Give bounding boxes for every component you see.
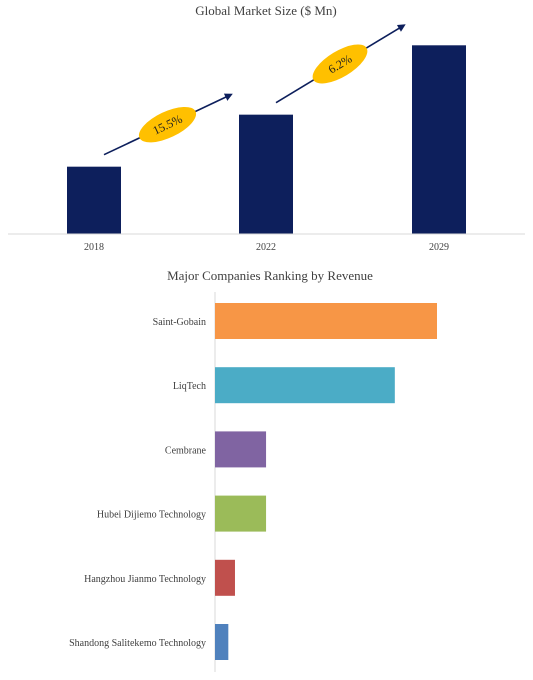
x-tick-label: 2029 xyxy=(429,242,449,253)
market-size-chart: Global Market Size ($ Mn) 2018 2022 2029 1… xyxy=(8,3,525,253)
bar-hubei-dijiemo-technology xyxy=(215,495,267,532)
bar-saint-gobain xyxy=(215,303,437,339)
x-tick-label: 2022 xyxy=(256,242,276,253)
growth-badge xyxy=(312,44,368,84)
bar-cembrane xyxy=(215,431,267,468)
y-tick-label: Shandong Salitekemo Technology xyxy=(69,638,206,649)
bar-2018 xyxy=(67,166,121,234)
y-tick-label: LiqTech xyxy=(173,381,206,392)
bar-liqtech xyxy=(215,367,395,404)
bar-hangzhou-jianmo-technology xyxy=(215,559,235,596)
bar-2022 xyxy=(239,114,293,234)
x-tick-label: 2018 xyxy=(84,242,104,253)
growth-badge xyxy=(138,106,197,143)
chart-title: Global Market Size ($ Mn) xyxy=(195,3,337,18)
y-tick-label: Saint-Gobain xyxy=(153,317,206,328)
company-ranking-chart: Major Companies Ranking by Revenue Saint… xyxy=(69,268,437,672)
bar-shandong-salitekemo-technology xyxy=(215,624,229,660)
y-tick-label: Hubei Dijiemo Technology xyxy=(97,510,206,521)
bar-2029 xyxy=(412,45,466,234)
y-tick-label: Cembrane xyxy=(165,445,207,456)
y-tick-label: Hangzhou Jianmo Technology xyxy=(84,574,206,585)
chart-title: Major Companies Ranking by Revenue xyxy=(167,268,373,283)
